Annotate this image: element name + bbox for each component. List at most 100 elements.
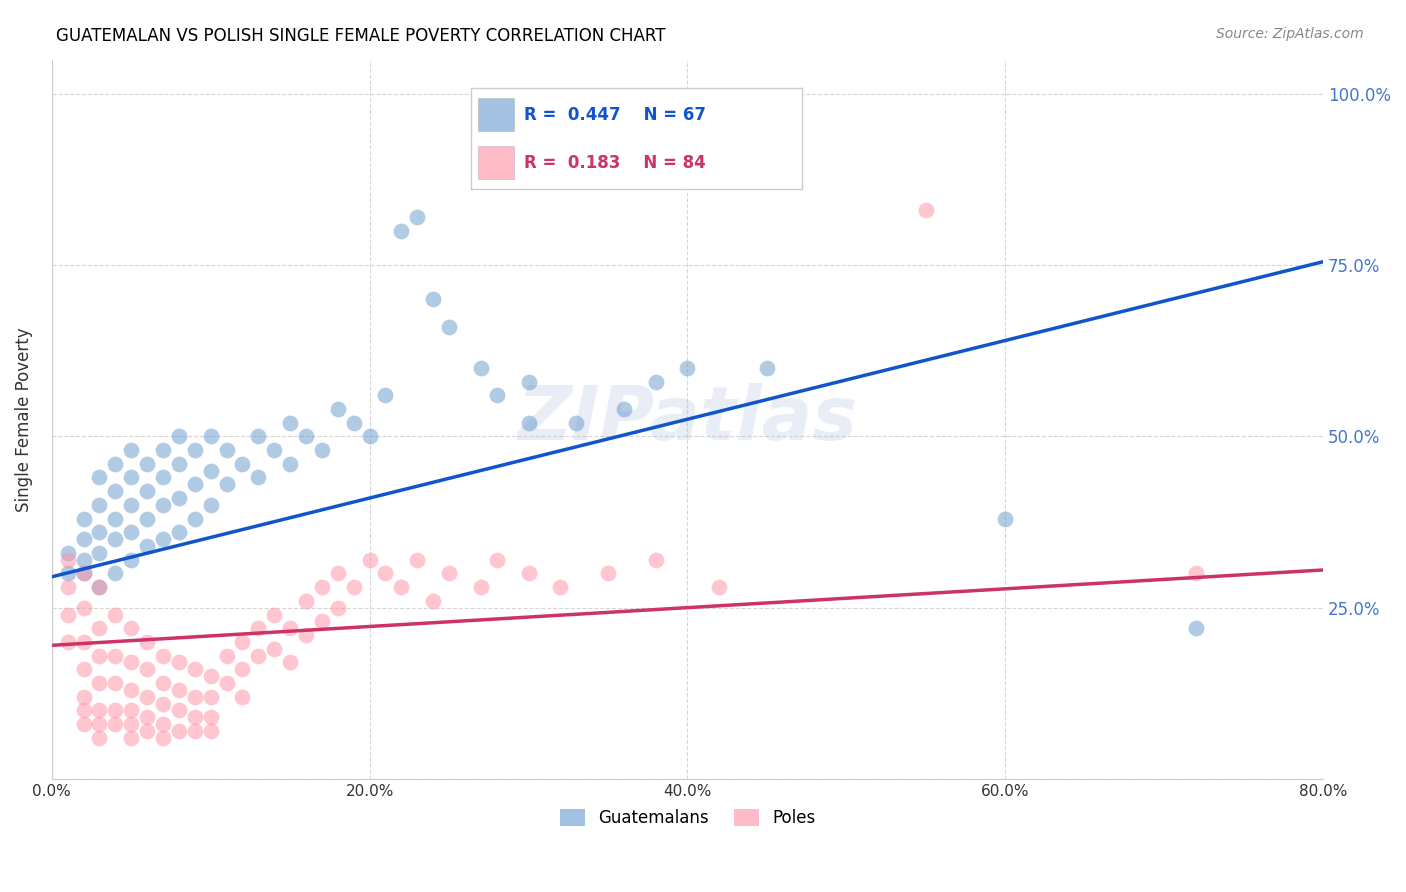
Point xyxy=(136,690,159,704)
Point xyxy=(311,615,333,629)
Point xyxy=(200,690,222,704)
Point xyxy=(389,224,412,238)
Point xyxy=(56,635,79,649)
Point xyxy=(72,552,94,566)
Point xyxy=(72,662,94,676)
Point xyxy=(72,635,94,649)
Point xyxy=(295,594,318,608)
Y-axis label: Single Female Poverty: Single Female Poverty xyxy=(15,327,32,512)
Point xyxy=(120,443,142,458)
Point xyxy=(343,580,366,594)
Point xyxy=(152,443,174,458)
Point xyxy=(184,723,207,738)
Point xyxy=(263,641,285,656)
Point xyxy=(184,662,207,676)
Point xyxy=(120,498,142,512)
Point xyxy=(422,293,444,307)
Point xyxy=(406,552,429,566)
Point xyxy=(120,731,142,745)
Point xyxy=(343,416,366,430)
Point xyxy=(437,319,460,334)
Point xyxy=(89,621,111,635)
Point xyxy=(326,600,349,615)
Point xyxy=(89,498,111,512)
Point xyxy=(152,717,174,731)
Point xyxy=(120,525,142,540)
Point xyxy=(215,648,238,663)
Point xyxy=(247,470,270,484)
Point xyxy=(184,477,207,491)
Point xyxy=(89,676,111,690)
Point xyxy=(215,477,238,491)
Point xyxy=(709,580,731,594)
Point xyxy=(104,717,127,731)
Text: Source: ZipAtlas.com: Source: ZipAtlas.com xyxy=(1216,27,1364,41)
Point xyxy=(136,723,159,738)
Point xyxy=(167,656,190,670)
Point xyxy=(167,491,190,505)
Point xyxy=(56,566,79,581)
Point xyxy=(295,628,318,642)
Point xyxy=(470,580,492,594)
Point xyxy=(56,607,79,622)
Point xyxy=(167,682,190,697)
Point xyxy=(295,429,318,443)
Point xyxy=(104,676,127,690)
Point xyxy=(278,457,301,471)
Point xyxy=(184,443,207,458)
Point xyxy=(311,580,333,594)
Point xyxy=(231,457,253,471)
Point xyxy=(89,717,111,731)
Point xyxy=(485,388,508,402)
Point xyxy=(485,552,508,566)
Point xyxy=(263,607,285,622)
Point xyxy=(120,621,142,635)
Point xyxy=(136,457,159,471)
Point xyxy=(470,360,492,375)
Point xyxy=(200,498,222,512)
Point xyxy=(89,470,111,484)
Point xyxy=(167,525,190,540)
Point xyxy=(517,416,540,430)
Point xyxy=(104,607,127,622)
Point xyxy=(1185,621,1208,635)
Point xyxy=(914,203,936,218)
Point xyxy=(136,635,159,649)
Point xyxy=(152,532,174,546)
Point xyxy=(104,457,127,471)
Point xyxy=(120,656,142,670)
Point xyxy=(437,566,460,581)
Point xyxy=(104,484,127,499)
Point xyxy=(278,416,301,430)
Point xyxy=(152,498,174,512)
Point xyxy=(326,566,349,581)
Point xyxy=(422,594,444,608)
Point xyxy=(89,648,111,663)
Point xyxy=(120,717,142,731)
Point xyxy=(231,635,253,649)
Point xyxy=(104,532,127,546)
Point xyxy=(89,731,111,745)
Point xyxy=(200,669,222,683)
Point xyxy=(247,621,270,635)
Point xyxy=(136,484,159,499)
Point xyxy=(184,690,207,704)
Point xyxy=(406,210,429,224)
Point xyxy=(56,552,79,566)
Point xyxy=(136,511,159,525)
Point xyxy=(72,511,94,525)
Point xyxy=(278,621,301,635)
Point xyxy=(247,429,270,443)
Point xyxy=(152,697,174,711)
Point xyxy=(104,703,127,717)
Point xyxy=(755,360,778,375)
Text: GUATEMALAN VS POLISH SINGLE FEMALE POVERTY CORRELATION CHART: GUATEMALAN VS POLISH SINGLE FEMALE POVER… xyxy=(56,27,665,45)
Point xyxy=(200,429,222,443)
Point xyxy=(136,710,159,724)
Point xyxy=(56,580,79,594)
Point xyxy=(263,443,285,458)
Point xyxy=(215,443,238,458)
Point xyxy=(89,703,111,717)
Point xyxy=(1185,566,1208,581)
Point xyxy=(167,429,190,443)
